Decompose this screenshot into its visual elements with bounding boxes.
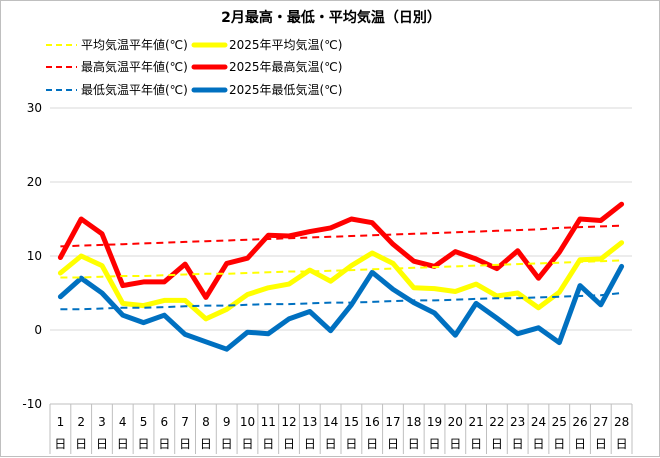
x-tick-day-suffix: 日 bbox=[158, 437, 170, 451]
x-tick-label: 4 bbox=[119, 415, 127, 429]
x-tick-day-suffix: 日 bbox=[75, 437, 87, 451]
x-tick-day-suffix: 日 bbox=[408, 437, 420, 451]
x-tick-day-suffix: 日 bbox=[345, 437, 357, 451]
series-line-2 bbox=[60, 224, 622, 248]
x-tick-day-suffix: 日 bbox=[429, 437, 441, 451]
x-tick-day-suffix: 日 bbox=[54, 437, 66, 451]
x-tick-day-suffix: 日 bbox=[221, 437, 233, 451]
x-tick-day-suffix: 日 bbox=[325, 437, 337, 451]
x-tick-label: 6 bbox=[161, 415, 169, 429]
y-axis-tick-labels: -10 0 10 20 30 bbox=[22, 101, 42, 411]
x-tick-day-suffix: 日 bbox=[491, 437, 503, 451]
x-tick-day-suffix: 日 bbox=[283, 437, 295, 451]
x-tick-label: 13 bbox=[302, 415, 317, 429]
x-tick-day-suffix: 日 bbox=[574, 437, 586, 451]
x-tick-label: 3 bbox=[98, 415, 106, 429]
series-lines bbox=[57, 201, 625, 352]
x-tick-day-suffix: 日 bbox=[200, 437, 212, 451]
x-tick-label: 5 bbox=[140, 415, 148, 429]
x-tick-label: 27 bbox=[593, 415, 608, 429]
series-line-0 bbox=[60, 259, 622, 279]
x-tick-day-suffix: 日 bbox=[179, 437, 191, 451]
gridlines bbox=[50, 107, 632, 405]
x-tick-day-suffix: 日 bbox=[262, 437, 274, 451]
y-tick-label: 30 bbox=[27, 101, 42, 115]
x-tick-label: 1 bbox=[57, 415, 65, 429]
x-tick-day-suffix: 日 bbox=[304, 437, 316, 451]
y-tick-label: -10 bbox=[22, 397, 42, 411]
x-tick-label: 14 bbox=[323, 415, 338, 429]
x-tick-day-suffix: 日 bbox=[117, 437, 129, 451]
series-line-1 bbox=[57, 240, 625, 322]
x-tick-day-suffix: 日 bbox=[470, 437, 482, 451]
series-line-4 bbox=[60, 292, 622, 311]
x-tick-label: 19 bbox=[427, 415, 442, 429]
legend-label: 最低気温平年値(℃) bbox=[81, 82, 188, 97]
y-tick-label: 20 bbox=[27, 175, 42, 189]
x-tick-label: 20 bbox=[448, 415, 463, 429]
x-tick-label: 8 bbox=[202, 415, 210, 429]
x-tick-day-suffix: 日 bbox=[532, 437, 544, 451]
x-tick-day-suffix: 日 bbox=[138, 437, 150, 451]
series-line-5 bbox=[57, 263, 625, 352]
x-tick-label: 25 bbox=[552, 415, 567, 429]
legend-label: 2025年最高気温(℃) bbox=[229, 59, 342, 74]
x-axis-tick-labels: 1日2日3日4日5日6日7日8日9日10日11日12日13日14日15日16日1… bbox=[49, 403, 633, 454]
legend-label: 2025年最低気温(℃) bbox=[229, 82, 342, 97]
series-line-3 bbox=[57, 201, 625, 300]
x-tick-day-suffix: 日 bbox=[449, 437, 461, 451]
legend: 平均気温平年値(℃) 2025年平均気温(℃) 最高気温平年値(℃) 2025年最高気… bbox=[46, 37, 342, 97]
x-tick-label: 24 bbox=[531, 415, 546, 429]
x-tick-label: 23 bbox=[510, 415, 525, 429]
x-tick-label: 22 bbox=[489, 415, 504, 429]
x-tick-label: 26 bbox=[572, 415, 587, 429]
legend-label: 最高気温平年値(℃) bbox=[81, 59, 188, 74]
x-tick-label: 12 bbox=[281, 415, 296, 429]
x-tick-label: 16 bbox=[365, 415, 380, 429]
x-tick-label: 2 bbox=[77, 415, 85, 429]
legend-label: 2025年平均気温(℃) bbox=[229, 37, 342, 52]
x-tick-label: 28 bbox=[614, 415, 629, 429]
x-tick-label: 15 bbox=[344, 415, 359, 429]
x-tick-day-suffix: 日 bbox=[512, 437, 524, 451]
x-tick-day-suffix: 日 bbox=[595, 437, 607, 451]
x-tick-day-suffix: 日 bbox=[616, 437, 628, 451]
x-tick-day-suffix: 日 bbox=[387, 437, 399, 451]
y-tick-label: 10 bbox=[27, 249, 42, 263]
x-tick-day-suffix: 日 bbox=[366, 437, 378, 451]
x-tick-day-suffix: 日 bbox=[553, 437, 565, 451]
x-tick-label: 17 bbox=[385, 415, 400, 429]
y-tick-label: 0 bbox=[34, 323, 42, 337]
x-tick-day-suffix: 日 bbox=[241, 437, 253, 451]
x-tick-label: 9 bbox=[223, 415, 231, 429]
chart-title: 2月最高・最低・平均気温（日別） bbox=[221, 9, 441, 26]
x-tick-day-suffix: 日 bbox=[96, 437, 108, 451]
legend-label: 平均気温平年値(℃) bbox=[81, 37, 188, 52]
x-tick-label: 18 bbox=[406, 415, 421, 429]
x-tick-label: 21 bbox=[468, 415, 483, 429]
x-tick-label: 10 bbox=[240, 415, 255, 429]
x-tick-label: 11 bbox=[261, 415, 276, 429]
x-tick-label: 7 bbox=[181, 415, 189, 429]
